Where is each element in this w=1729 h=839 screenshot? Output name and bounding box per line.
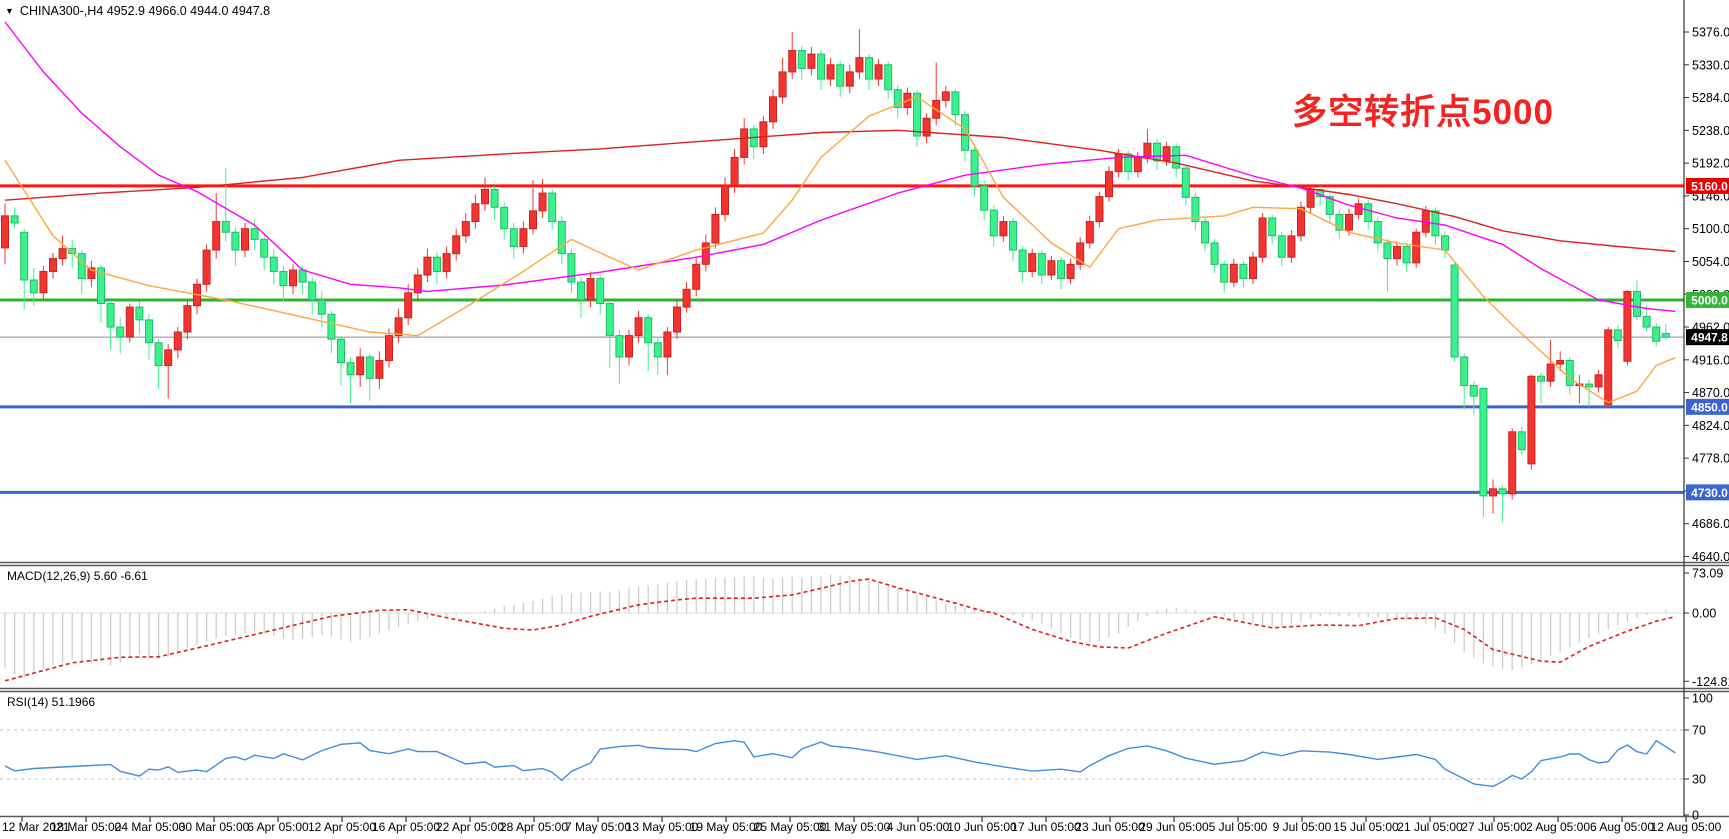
svg-text:19 May 05:00: 19 May 05:00 bbox=[690, 820, 763, 834]
ma-mid-line bbox=[4, 21, 1676, 313]
svg-text:4916.0: 4916.0 bbox=[1692, 353, 1729, 367]
svg-text:30: 30 bbox=[1692, 773, 1706, 787]
svg-text:5160.0: 5160.0 bbox=[1691, 179, 1728, 193]
svg-text:5238.0: 5238.0 bbox=[1692, 124, 1729, 138]
svg-text:5054.0: 5054.0 bbox=[1692, 255, 1729, 269]
svg-text:12 Apr 05:00: 12 Apr 05:00 bbox=[308, 820, 376, 834]
macd-label: MACD(12,26,9) 5.60 -6.61 bbox=[7, 569, 148, 583]
svg-text:22 Apr 05:00: 22 Apr 05:00 bbox=[436, 820, 504, 834]
svg-text:12 Mar 2021: 12 Mar 2021 bbox=[2, 820, 70, 834]
main-price-panel[interactable] bbox=[0, 21, 1684, 523]
svg-text:5376.0: 5376.0 bbox=[1692, 26, 1729, 40]
svg-text:4640.0: 4640.0 bbox=[1692, 550, 1729, 564]
svg-text:5 Jul 05:00: 5 Jul 05:00 bbox=[1209, 820, 1268, 834]
svg-text:27 Jul 05:00: 27 Jul 05:00 bbox=[1461, 820, 1527, 834]
level-badge-5160.0: 5160.0 bbox=[1686, 177, 1729, 194]
svg-text:10 Jun 05:00: 10 Jun 05:00 bbox=[947, 820, 1017, 834]
chart-annotation: 多空转折点5000 bbox=[1292, 93, 1554, 132]
svg-text:24 Mar 05:00: 24 Mar 05:00 bbox=[115, 820, 186, 834]
svg-text:28 Apr 05:00: 28 Apr 05:00 bbox=[500, 820, 568, 834]
svg-text:5330.0: 5330.0 bbox=[1692, 58, 1729, 72]
rsi-label: RSI(14) 51.1966 bbox=[7, 695, 96, 709]
svg-text:13 May 05:00: 13 May 05:00 bbox=[626, 820, 699, 834]
macd-panel[interactable] bbox=[0, 574, 1684, 682]
current-price-badge: 4947.8 bbox=[1686, 329, 1729, 346]
svg-text:4824.0: 4824.0 bbox=[1692, 419, 1729, 433]
symbol-info: ▼ CHINA300-,H4 4952.9 4966.0 4944.0 4947… bbox=[5, 4, 270, 18]
level-badge-5000.0: 5000.0 bbox=[1686, 291, 1729, 308]
svg-text:4686.0: 4686.0 bbox=[1692, 517, 1729, 531]
svg-text:4850.0: 4850.0 bbox=[1691, 400, 1728, 414]
symbol-dropdown-icon[interactable]: ▼ bbox=[5, 5, 14, 16]
svg-text:21 Jul 05:00: 21 Jul 05:00 bbox=[1397, 820, 1463, 834]
svg-text:4870.0: 4870.0 bbox=[1692, 386, 1729, 400]
svg-text:0: 0 bbox=[1692, 809, 1699, 823]
candles-layer bbox=[1, 29, 1670, 523]
svg-text:18 Mar 05:00: 18 Mar 05:00 bbox=[51, 820, 122, 834]
ma-fast-line bbox=[4, 96, 1676, 404]
svg-text:15 Jul 05:00: 15 Jul 05:00 bbox=[1333, 820, 1399, 834]
rsi-line bbox=[4, 739, 1676, 788]
svg-text:0.00: 0.00 bbox=[1692, 607, 1716, 621]
level-badge-4730.0: 4730.0 bbox=[1686, 484, 1729, 501]
svg-text:12 Aug 05:00: 12 Aug 05:00 bbox=[1651, 820, 1722, 834]
svg-text:4778.0: 4778.0 bbox=[1692, 452, 1729, 466]
svg-text:100: 100 bbox=[1692, 692, 1713, 706]
svg-text:4 Jun 05:00: 4 Jun 05:00 bbox=[887, 820, 950, 834]
svg-text:4947.8: 4947.8 bbox=[1691, 331, 1728, 345]
svg-text:16 Apr 05:00: 16 Apr 05:00 bbox=[372, 820, 440, 834]
symbol-ohlc-text: CHINA300-,H4 4952.9 4966.0 4944.0 4947.8 bbox=[19, 4, 271, 18]
svg-text:70: 70 bbox=[1692, 724, 1706, 738]
svg-text:-124.81: -124.81 bbox=[1692, 675, 1729, 689]
svg-text:7 May 05:00: 7 May 05:00 bbox=[565, 820, 631, 834]
svg-text:5192.0: 5192.0 bbox=[1692, 157, 1729, 171]
svg-text:30 Mar 05:00: 30 Mar 05:00 bbox=[179, 820, 250, 834]
svg-text:73.09: 73.09 bbox=[1692, 567, 1723, 581]
ma-slow-line bbox=[4, 129, 1676, 253]
svg-text:25 May 05:00: 25 May 05:00 bbox=[754, 820, 827, 834]
svg-text:4730.0: 4730.0 bbox=[1691, 486, 1728, 500]
svg-text:6 Apr 05:00: 6 Apr 05:00 bbox=[247, 820, 309, 834]
svg-text:9 Jul 05:00: 9 Jul 05:00 bbox=[1273, 820, 1332, 834]
svg-text:2 Aug 05:00: 2 Aug 05:00 bbox=[1526, 820, 1590, 834]
svg-text:17 Jun 05:00: 17 Jun 05:00 bbox=[1011, 820, 1081, 834]
svg-text:6 Aug 05:00: 6 Aug 05:00 bbox=[1590, 820, 1654, 834]
svg-text:5000.0: 5000.0 bbox=[1691, 293, 1728, 307]
svg-text:5100.0: 5100.0 bbox=[1692, 222, 1729, 236]
svg-text:31 May 05:00: 31 May 05:00 bbox=[818, 820, 891, 834]
svg-text:23 Jun 05:00: 23 Jun 05:00 bbox=[1075, 820, 1145, 834]
svg-text:5284.0: 5284.0 bbox=[1692, 91, 1729, 105]
level-badge-4850.0: 4850.0 bbox=[1686, 398, 1729, 415]
svg-text:29 Jun 05:00: 29 Jun 05:00 bbox=[1139, 820, 1209, 834]
rsi-panel[interactable] bbox=[0, 729, 1684, 788]
